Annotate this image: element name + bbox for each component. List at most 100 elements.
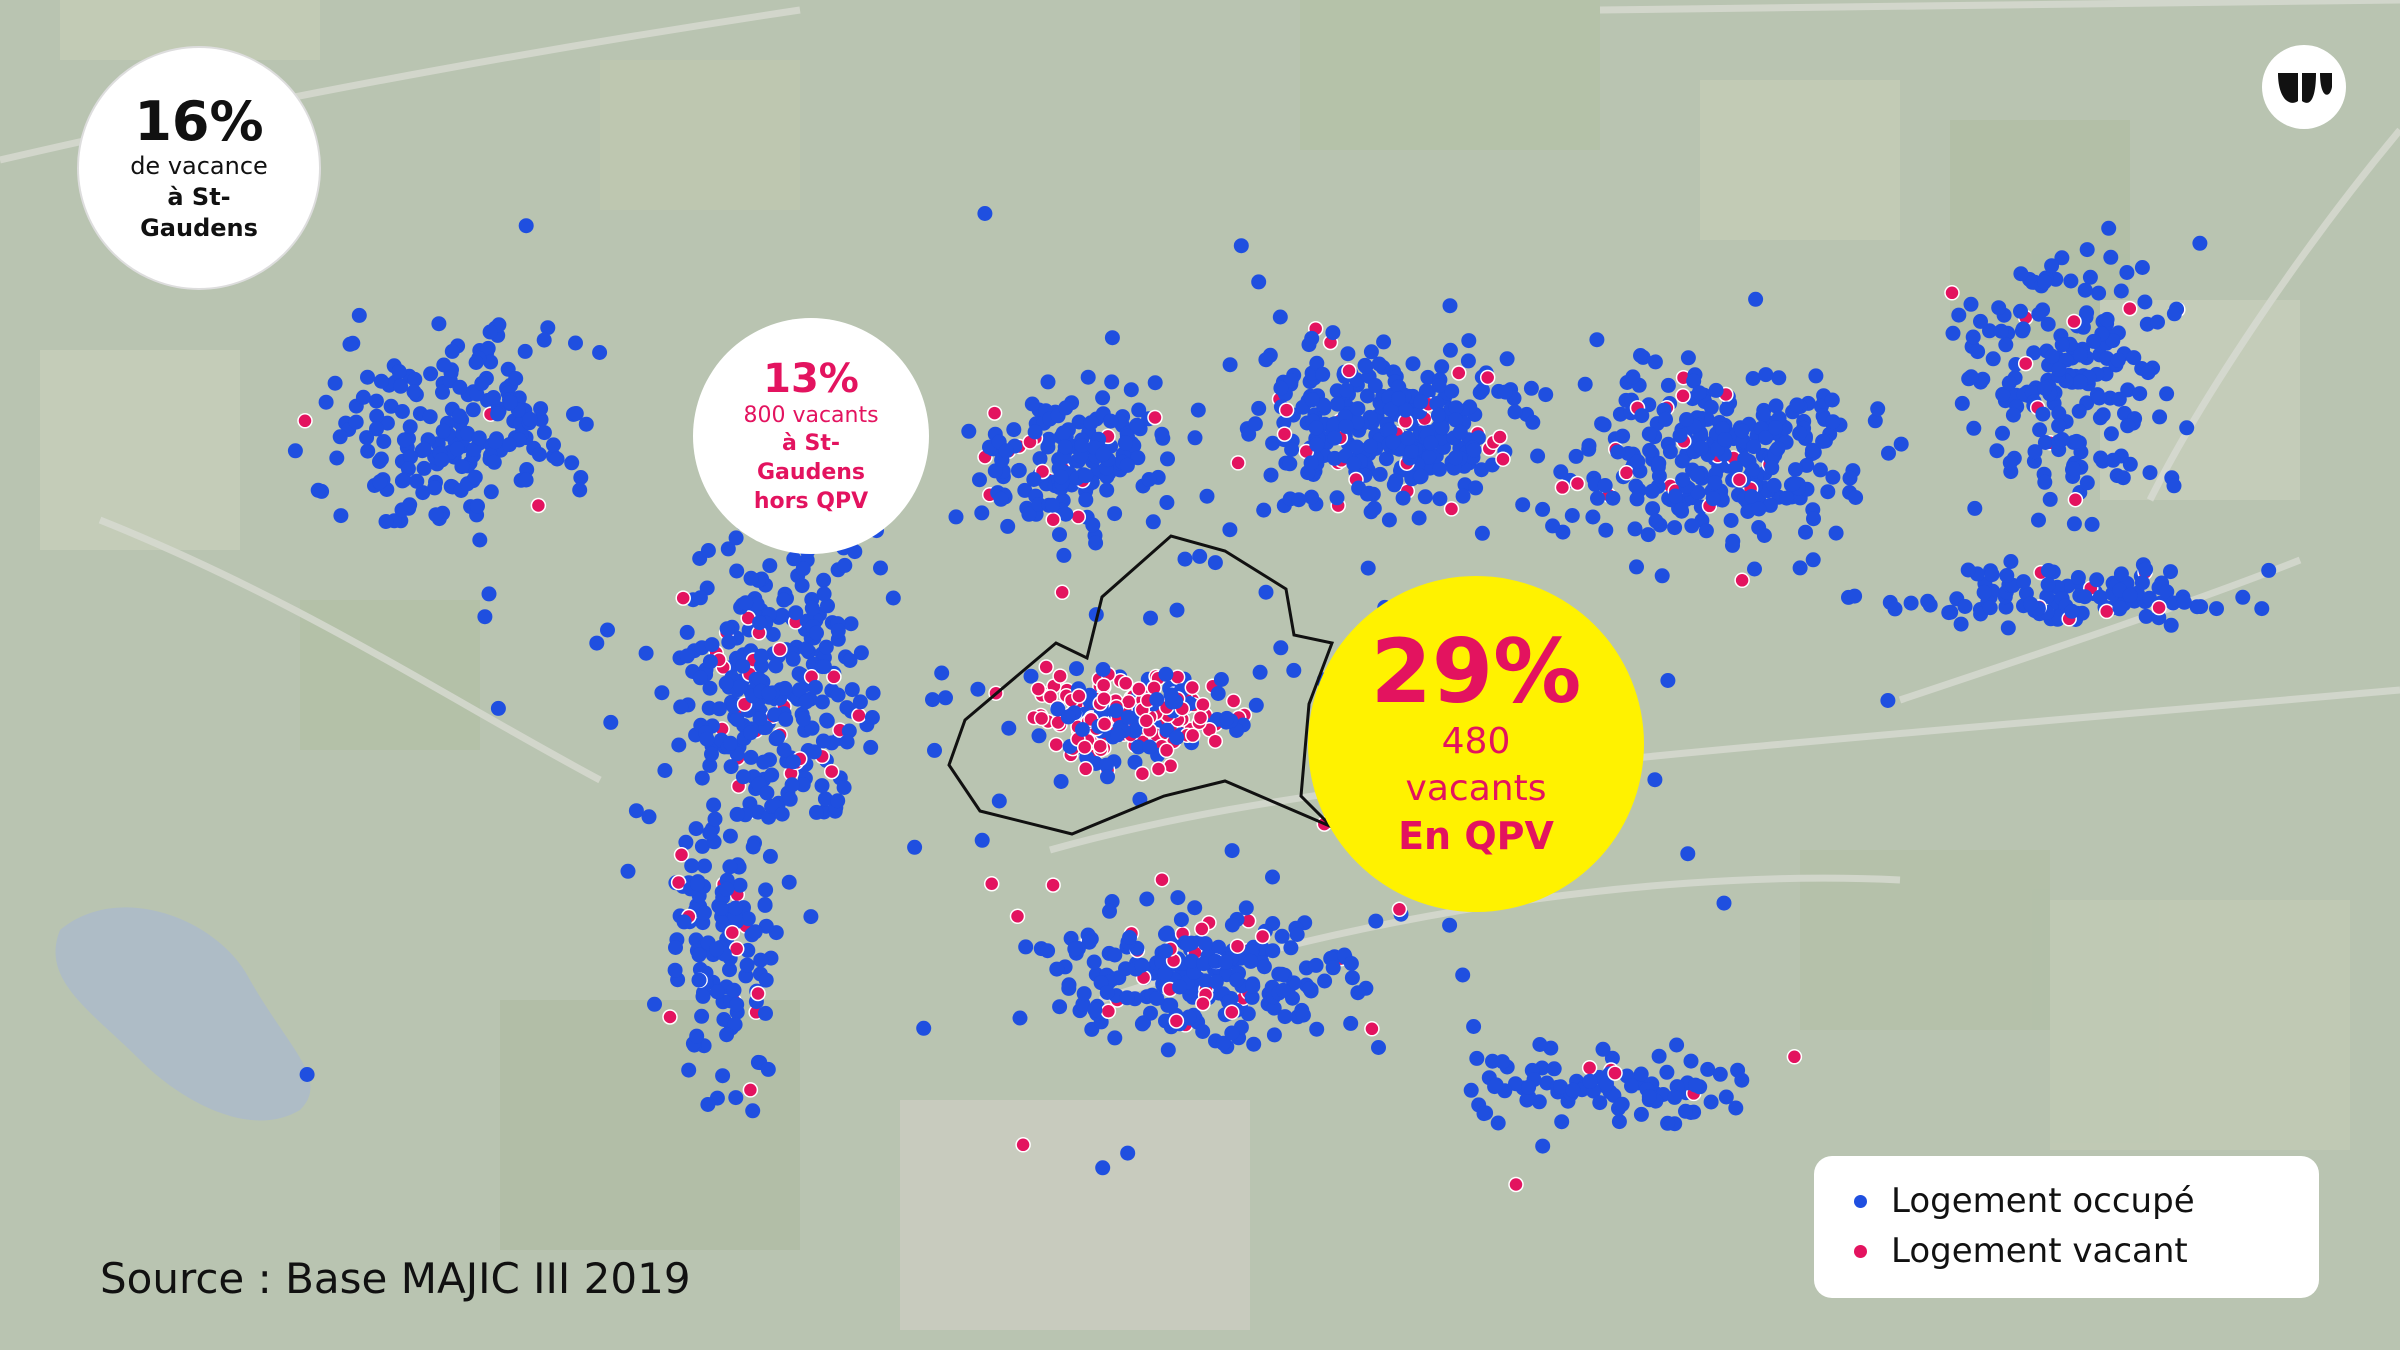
vacant-dot: [724, 924, 741, 941]
occupied-dot: [1973, 313, 1988, 329]
occupied-dot: [1963, 369, 1979, 385]
occupied-dot: [1160, 1042, 1176, 1058]
occupied-dot: [1474, 525, 1490, 541]
occupied-dot: [1027, 424, 1043, 440]
vacant-dot: [1554, 479, 1571, 496]
occupied-dot: [2111, 391, 2127, 407]
occupied-dot: [2073, 347, 2088, 363]
occupied-dot: [697, 858, 712, 874]
occupied-dot: [1494, 1054, 1510, 1070]
occupied-dot: [1490, 1115, 1506, 1131]
occupied-dot: [738, 595, 754, 611]
occupied-dot: [732, 679, 748, 694]
occupied-dot: [1725, 537, 1740, 553]
occupied-dot: [1006, 422, 1022, 438]
occupied-dot: [668, 940, 683, 955]
occupied-dot: [1970, 344, 1986, 360]
occupied-dot: [762, 848, 778, 864]
occupied-dot: [483, 484, 499, 500]
occupied-dot: [1487, 1079, 1503, 1095]
occupied-dot: [1747, 561, 1762, 577]
occupied-dot: [1413, 468, 1429, 484]
occupied-dot: [2079, 305, 2095, 321]
occupied-dot: [1553, 1079, 1569, 1095]
occupied-dot: [1224, 843, 1240, 859]
occupied-dot: [1647, 772, 1663, 788]
occupied-dot: [1432, 461, 1447, 477]
occupied-dot: [1095, 1160, 1111, 1176]
occupied-dot: [1718, 1089, 1734, 1105]
occupied-dot: [1325, 960, 1341, 976]
occupied-dot: [1434, 359, 1450, 375]
occupied-dot: [1867, 413, 1883, 429]
occupied-dot: [657, 763, 673, 778]
occupied-dot: [1568, 448, 1584, 464]
occupied-dot: [1417, 489, 1433, 505]
occupied-dot: [1099, 757, 1114, 773]
occupied-dot: [847, 544, 863, 560]
occupied-dot: [1074, 722, 1090, 737]
occupied-dot: [1286, 662, 1302, 678]
occupied-dot: [688, 821, 704, 837]
occupied-dot: [299, 1067, 315, 1082]
occupied-dot: [549, 451, 565, 467]
occupied-dot: [2079, 242, 2095, 258]
badge-line: En QPV: [1398, 814, 1554, 859]
occupied-dot: [1455, 967, 1471, 983]
occupied-dot: [970, 681, 986, 697]
occupied-dot: [2113, 283, 2129, 299]
occupied-dot: [1820, 484, 1836, 500]
occupied-dot: [1087, 1002, 1103, 1018]
occupied-dot: [1712, 1066, 1728, 1082]
occupied-dot: [474, 375, 490, 391]
occupied-dot: [806, 744, 822, 760]
occupied-dot: [1107, 1030, 1123, 1046]
occupied-dot: [2101, 220, 2117, 236]
occupied-dot: [2086, 333, 2102, 349]
occupied-dot: [1719, 401, 1735, 417]
occupied-dot: [1303, 455, 1319, 471]
occupied-dot: [974, 505, 990, 521]
occupied-dot: [2091, 285, 2107, 301]
vacant-dot: [983, 876, 1000, 892]
occupied-dot: [1129, 417, 1145, 433]
occupied-dot: [2122, 456, 2138, 472]
legend-swatch: [1854, 1244, 1867, 1258]
occupied-dot: [684, 858, 700, 874]
occupied-dot: [1103, 413, 1119, 429]
occupied-dot: [1680, 350, 1696, 366]
occupied-dot: [1705, 491, 1721, 507]
occupied-dot: [1675, 472, 1691, 488]
occupied-dot: [1248, 697, 1264, 713]
occupied-dot: [1461, 333, 1477, 349]
occupied-dot: [533, 412, 549, 428]
occupied-dot: [1805, 552, 1821, 568]
occupied-dot: [681, 1062, 697, 1078]
occupied-dot: [1083, 415, 1099, 431]
occupied-dot: [1564, 508, 1580, 523]
occupied-dot: [1594, 416, 1610, 432]
occupied-dot: [2126, 350, 2142, 366]
occupied-dot: [1243, 953, 1259, 969]
occupied-dot: [1159, 495, 1175, 510]
occupied-dot: [1515, 497, 1531, 513]
occupied-dot: [1463, 1082, 1479, 1098]
occupied-dot: [678, 834, 694, 850]
occupied-dot: [2082, 269, 2098, 285]
occupied-dot: [758, 972, 774, 988]
occupied-dot: [843, 616, 859, 632]
occupied-dot: [470, 498, 485, 514]
occupied-dot: [1628, 478, 1644, 494]
occupied-dot: [1651, 1048, 1667, 1064]
occupied-dot: [1123, 382, 1139, 398]
occupied-dot: [1215, 1035, 1231, 1051]
vacant-dot: [1096, 716, 1113, 732]
occupied-dot: [785, 754, 801, 770]
occupied-dot: [768, 658, 784, 674]
occupied-dot: [1177, 551, 1193, 567]
occupied-dot: [1744, 489, 1760, 504]
occupied-dot: [1134, 957, 1150, 973]
occupied-dot: [1040, 374, 1056, 390]
occupied-dot: [692, 590, 708, 606]
occupied-dot: [694, 770, 710, 786]
